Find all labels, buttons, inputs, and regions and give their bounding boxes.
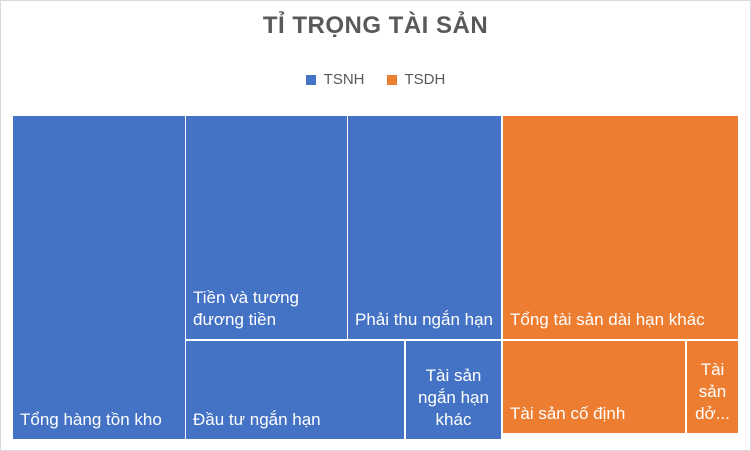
legend-label-tsnh: TSNH — [323, 71, 365, 88]
tile-label: Tiền và tương đương tiền — [193, 288, 300, 329]
tile-tong-tai-san-dai-han-khac: Tổng tài sản dài hạn khác — [503, 116, 738, 339]
tile-tien-va-tuong-duong-tien: Tiền và tương đương tiền — [186, 116, 347, 339]
legend-label-tsdh: TSDH — [404, 71, 446, 88]
legend-swatch-tsdh — [386, 74, 397, 85]
legend-item-tsdh: TSDH — [386, 71, 446, 88]
tile-tong-hang-ton-kho: Tổng hàng tồn kho — [13, 116, 185, 439]
legend-item-tsnh: TSNH — [305, 71, 365, 88]
legend-swatch-tsnh — [305, 74, 316, 85]
tile-tai-san-co-dinh: Tài sản cố định — [503, 341, 685, 433]
tile-label: Tổng hàng tồn kho — [20, 410, 162, 429]
tile-tai-san-do-dang: Tài sản dở... — [687, 341, 738, 433]
tile-dau-tu-ngan-han: Đầu tư ngắn hạn — [186, 341, 404, 439]
tile-phai-thu-ngan-han: Phải thu ngắn hạn — [348, 116, 501, 339]
chart-legend: TSNH TSDH — [0, 71, 751, 88]
chart-title: TỈ TRỌNG TÀI SẢN — [262, 12, 489, 39]
tile-label: Đầu tư ngắn hạn — [193, 410, 321, 429]
tile-tai-san-ngan-han-khac: Tài sản ngắn hạn khác — [406, 341, 501, 439]
tile-label: Phải thu ngắn hạn — [355, 310, 494, 329]
tile-label: Tổng tài sản dài hạn khác — [510, 310, 705, 329]
tile-label: Tài sản dở... — [695, 360, 730, 423]
tile-label: Tài sản ngắn hạn khác — [418, 366, 489, 429]
tile-label: Tài sản cố định — [510, 404, 626, 423]
